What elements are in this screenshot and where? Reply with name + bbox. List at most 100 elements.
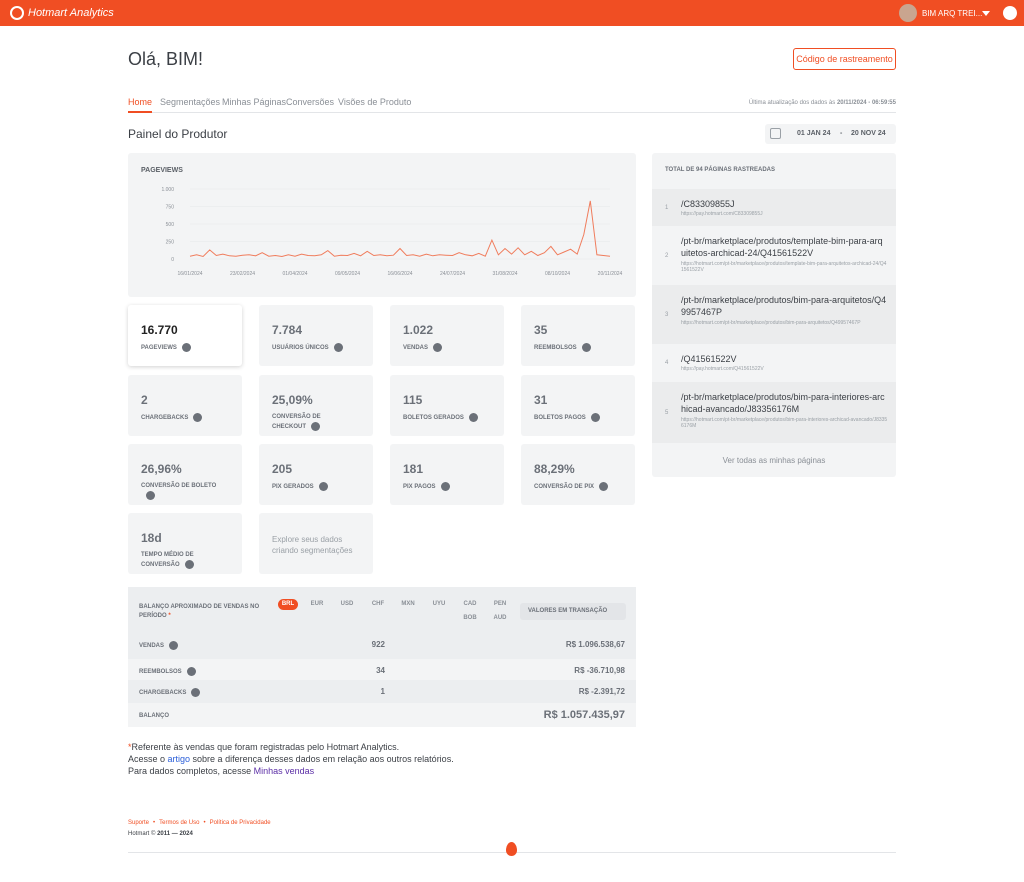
kpi-card[interactable]: 31 BOLETOS PAGOS <box>521 375 635 436</box>
footer-link[interactable]: Termos de Uso <box>159 820 200 826</box>
see-all-link[interactable]: Ver todas as minhas páginas <box>722 456 826 465</box>
footer-link[interactable]: Suporte <box>128 820 150 826</box>
date-start: 01 JAN 24 <box>797 130 831 137</box>
kpi-label-row: CONVERSÃO DE CHECKOUT <box>272 413 352 432</box>
page-index: 1 <box>665 204 669 211</box>
currency-button[interactable]: EUR <box>310 601 324 607</box>
page-item[interactable]: 5/pt-br/marketplace/produtos/bim-para-in… <box>652 382 896 443</box>
page-item[interactable]: 3/pt-br/marketplace/produtos/bim-para-ar… <box>652 285 896 344</box>
sales-link[interactable]: Minhas vendas <box>253 766 315 776</box>
help-icon[interactable] <box>193 413 203 422</box>
kpi-label-row: CHARGEBACKS <box>141 413 221 423</box>
kpi-card[interactable]: 2 CHARGEBACKS <box>128 375 242 436</box>
page-item[interactable]: 1/C83309855J https://pay.hotmart.com/C833… <box>652 189 896 226</box>
last-update-date: 20/11/2024 - 06:59:55 <box>836 100 896 106</box>
help-icon[interactable] <box>181 343 191 352</box>
x-tick-label: 24/07/2024 <box>440 271 465 277</box>
tab[interactable]: Segmentações <box>160 97 221 107</box>
kpi-card[interactable]: 25,09% CONVERSÃO DE CHECKOUT <box>259 375 373 436</box>
kpi-card[interactable]: 115 BOLETOS GERADOS <box>390 375 504 436</box>
footer-link[interactable]: Política de Privacidade <box>209 820 271 826</box>
x-tick-label: 08/10/2024 <box>545 271 570 277</box>
balance-total-label: BALANÇO <box>139 713 169 719</box>
date-separator: - <box>840 130 843 137</box>
tab[interactable]: Conversões <box>286 97 335 107</box>
explore-card[interactable]: Explore seus dados criando segmentações <box>259 513 373 574</box>
kpi-card[interactable]: 18d TEMPO MÉDIO DE CONVERSÃO <box>128 513 242 574</box>
help-icon[interactable] <box>184 560 194 569</box>
kpi-card[interactable]: 1.022 VENDAS <box>390 305 504 366</box>
y-tick-label: 500 <box>166 222 175 228</box>
kpi-label-row: CONVERSÃO DE BOLETO <box>141 482 221 501</box>
footnote-line: *Referente às vendas que foram registrad… <box>128 741 454 753</box>
footer-separator: • <box>153 820 156 826</box>
tab[interactable]: Minhas Páginas <box>222 97 287 107</box>
kpi-card[interactable]: 16.770 PAGEVIEWS <box>128 305 242 366</box>
help-icon[interactable] <box>146 491 155 500</box>
balance-count: 922 <box>371 640 385 649</box>
help-icon[interactable] <box>169 641 179 650</box>
help-icon[interactable] <box>468 413 478 422</box>
help-icon[interactable] <box>433 343 443 352</box>
page-item[interactable]: 2/pt-br/marketplace/produtos/template-bi… <box>652 226 896 285</box>
currency-button[interactable]: USD <box>340 601 354 607</box>
x-tick-label: 09/05/2024 <box>335 271 360 277</box>
page-url: https://pay.hotmart.com/Q41561522V <box>681 366 764 372</box>
balance-amount: R$ -36.710,98 <box>574 666 625 675</box>
kpi-card[interactable]: 181 PIX PAGOS <box>390 444 504 505</box>
help-icon[interactable] <box>186 667 196 676</box>
tab[interactable]: Visões de Produto <box>338 97 412 107</box>
date-range[interactable]: 01 JAN 24 - 20 NOV 24 <box>765 124 896 144</box>
dropdown-arrow[interactable] <box>982 11 990 16</box>
help-icon[interactable] <box>333 343 343 352</box>
copyright-text: Hotmart © <box>128 831 158 837</box>
kpi-card[interactable]: 88,29% CONVERSÃO DE PIX <box>521 444 635 505</box>
balance-title-text: BALANÇO APROXIMADO DE VENDAS NO PERÍODO <box>139 604 260 619</box>
currency-mode-select[interactable]: VALORES EM TRANSAÇÃO <box>520 603 626 620</box>
x-tick-label: 16/01/2024 <box>177 271 202 277</box>
help-icon[interactable] <box>311 422 320 431</box>
page-item[interactable]: 4/Q41561522V https://pay.hotmart.com/Q415… <box>652 344 896 382</box>
kpi-card[interactable]: 35 REEMBOLSOS <box>521 305 635 366</box>
kpi-label-row: PAGEVIEWS <box>141 343 221 353</box>
kpi-card[interactable]: 26,96% CONVERSÃO DE BOLETO <box>128 444 242 505</box>
help-icon[interactable] <box>581 343 591 352</box>
currency-button[interactable]: MXN <box>401 601 415 607</box>
balance-row: CHARGEBACKS 1 R$ -2.391,72 <box>128 680 636 703</box>
kpi-card[interactable]: 205 PIX GERADOS <box>259 444 373 505</box>
avatar[interactable] <box>899 4 917 22</box>
top-bar: Hotmart Analytics BIM ARQ TREI... <box>0 0 1024 26</box>
help-button[interactable] <box>1003 6 1017 20</box>
currency-button[interactable]: CAD <box>463 601 477 607</box>
help-icon[interactable] <box>191 688 201 697</box>
page-path: /Q41561522V <box>681 354 737 364</box>
currency-button[interactable]: AUD <box>493 615 507 621</box>
kpi-card[interactable]: 7.784 USUÁRIOS ÚNICOS <box>259 305 373 366</box>
user-name[interactable]: BIM ARQ TREI... <box>922 9 983 18</box>
kpi-label-row: PIX GERADOS <box>272 482 352 492</box>
tab[interactable]: Home <box>128 97 153 113</box>
balance-label: CHARGEBACKS <box>139 690 187 697</box>
kpi-label-row: REEMBOLSOS <box>534 343 614 353</box>
footer-logo <box>506 842 517 856</box>
kpi-label: REEMBOLSOS <box>534 345 577 352</box>
currency-button[interactable]: PEN <box>493 601 507 607</box>
copyright-years: 2011 — 2024 <box>157 831 193 837</box>
kpi-value: 26,96% <box>141 462 182 476</box>
help-icon[interactable] <box>590 413 600 422</box>
currency-button[interactable]: UYU <box>432 601 446 607</box>
help-icon[interactable] <box>318 482 328 491</box>
help-icon[interactable] <box>440 482 450 491</box>
currency-button[interactable]: CHF <box>371 601 385 607</box>
chart: PAGEVIEWS 0 250 500 750 1.000 16/01/2024 23/02… <box>141 167 623 277</box>
footnote-line: Para dados completos, acesse Minhas vend… <box>128 765 454 777</box>
article-link[interactable]: artigo <box>167 754 191 764</box>
y-tick-label: 250 <box>166 240 175 246</box>
pages-title: TOTAL DE 94 PÁGINAS RASTREADAS <box>665 167 776 173</box>
kpi-value: 181 <box>403 462 424 476</box>
footer-links: Suporte • Termos de Uso • Política de Privac… <box>128 820 271 826</box>
currency-button[interactable]: BRL <box>278 599 298 610</box>
tracking-button[interactable]: Código de rastreamento <box>793 48 896 70</box>
currency-button[interactable]: BOB <box>463 615 477 621</box>
help-icon[interactable] <box>599 482 609 491</box>
